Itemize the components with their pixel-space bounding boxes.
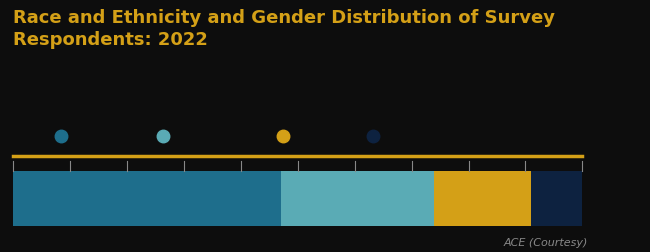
FancyBboxPatch shape [531, 171, 582, 226]
FancyBboxPatch shape [281, 171, 434, 226]
Text: ACE (Courtesy): ACE (Courtesy) [504, 238, 588, 248]
Text: Race and Ethnicity and Gender Distribution of Survey
Respondents: 2022: Race and Ethnicity and Gender Distributi… [14, 9, 555, 49]
FancyBboxPatch shape [434, 171, 531, 226]
FancyBboxPatch shape [14, 171, 281, 226]
